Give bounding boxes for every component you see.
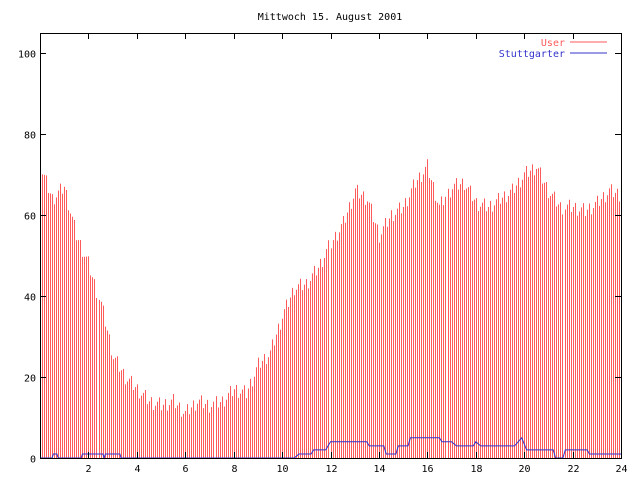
x-tick-label: 6 — [182, 464, 188, 475]
legend-label-stuttgarter: Stuttgarter — [499, 49, 565, 60]
y-tick-label: 80 — [24, 131, 36, 142]
stuttgarter-line-layer — [40, 436, 621, 460]
user-bars — [40, 159, 622, 458]
x-tick-label: 10 — [276, 464, 288, 475]
x-tick-label: 12 — [325, 464, 337, 475]
y-tick-label: 20 — [24, 374, 36, 385]
x-tick-label: 22 — [567, 464, 579, 475]
y-tick-label: 40 — [24, 293, 36, 304]
x-tick-label: 14 — [373, 464, 385, 475]
x-tick-label: 4 — [134, 464, 140, 475]
x-tick-label: 2 — [85, 464, 91, 475]
y-tick-label: 0 — [30, 455, 36, 466]
stuttgarter-line — [40, 436, 621, 460]
chart-title: Mittwoch 15. August 2001 — [258, 12, 403, 23]
y-tick-label: 100 — [18, 50, 36, 61]
x-tick-label: 20 — [518, 464, 530, 475]
legend: User Stuttgarter — [499, 38, 607, 60]
x-tick-label: 18 — [470, 464, 482, 475]
x-tick-label: 8 — [231, 464, 237, 475]
legend-label-user: User — [541, 38, 565, 49]
y-tick-label: 60 — [24, 212, 36, 223]
axes — [40, 33, 622, 459]
x-tick-label: 16 — [421, 464, 433, 475]
x-tick-label: 24 — [615, 464, 627, 475]
